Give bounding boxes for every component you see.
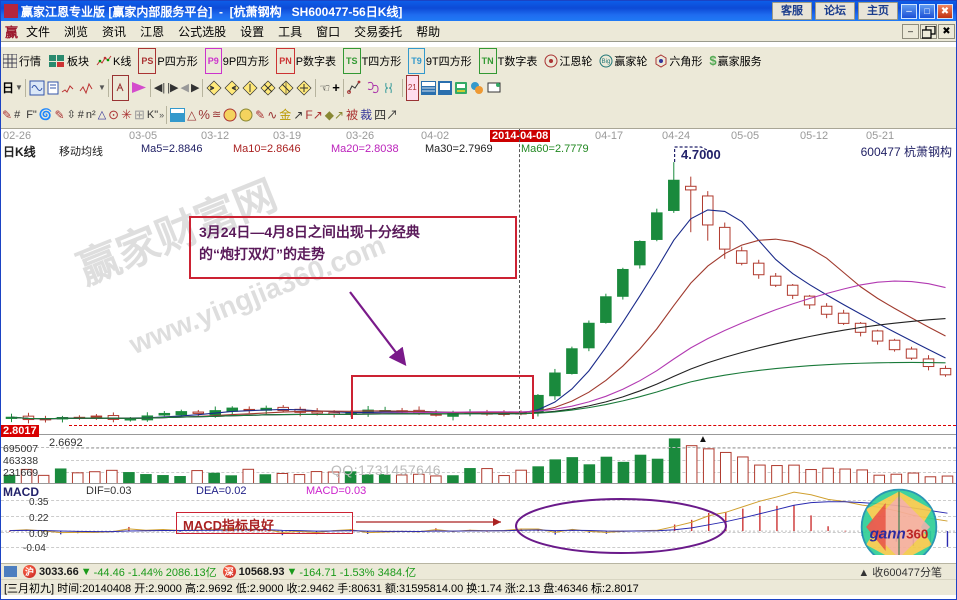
svg-text:Big: Big [602,59,611,65]
svg-text:360: 360 [906,527,928,542]
svg-text:gann: gann [869,526,906,543]
